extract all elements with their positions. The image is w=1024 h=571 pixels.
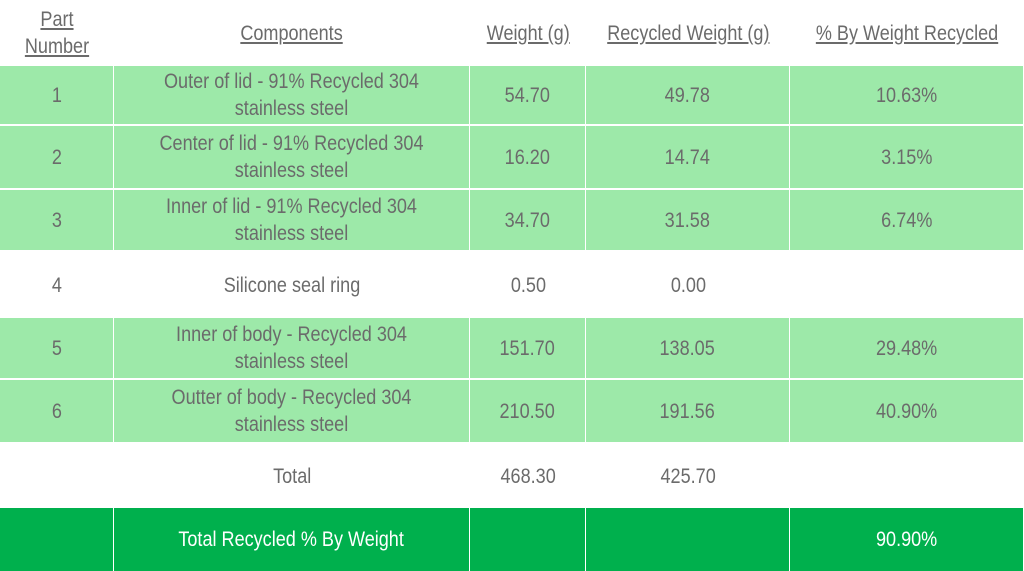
- pct-recycled-value: 10.63%: [875, 83, 938, 107]
- recycled-weight-value: 0.00: [670, 273, 706, 297]
- table-row-1-part: 1: [0, 66, 114, 126]
- recycled-weight-value: 14.74: [664, 145, 711, 169]
- table-row-3-part: 3: [0, 190, 114, 252]
- summary-label: Total Recycled % By Weight: [178, 528, 405, 551]
- table-row-4-component: Silicone seal ring: [114, 252, 470, 318]
- table-row-6-component: Outter of body - Recycled 304 stainless …: [114, 380, 470, 444]
- header-pct-recycled: % By Weight Recycled: [815, 21, 999, 45]
- pct-recycled-value: 6.74%: [880, 208, 933, 232]
- part-number: 3: [51, 208, 62, 232]
- component-name: Inner of lid - 91% Recycled 304 stainles…: [166, 195, 417, 245]
- table-row-6-part: 6: [0, 380, 114, 444]
- header-pct-recycled-cell: % By Weight Recycled: [790, 0, 1024, 66]
- component-name: Silicone seal ring: [223, 273, 361, 297]
- recycled-weight-value: 138.05: [659, 336, 716, 360]
- summary-row-pct-cell: 90.90%: [790, 508, 1024, 571]
- total-label: Total: [272, 464, 312, 488]
- summary-row-part: [0, 508, 114, 571]
- total-row-pct-cell: [790, 444, 1024, 508]
- part-number: 5: [51, 336, 62, 360]
- summary-pct: 90.90%: [875, 528, 938, 551]
- recycled-weight-value: 31.58: [664, 208, 711, 232]
- total-row-part: [0, 444, 114, 508]
- weight-value: 210.50: [499, 399, 556, 423]
- table-row-5-part: 5: [0, 318, 114, 380]
- recycled-weight-value: 49.78: [664, 83, 711, 107]
- total-row-weight-cell: 468.30: [470, 444, 586, 508]
- pct-recycled-value: 29.48%: [875, 336, 938, 360]
- header-part-number: Part Number: [24, 8, 90, 58]
- summary-row-recycled-cell: [586, 508, 790, 571]
- total-recycled-weight: 425.70: [660, 464, 716, 488]
- table-row-5-recycled: 138.05: [586, 318, 790, 380]
- table-row-4-pct: [790, 252, 1024, 318]
- header-recycled-weight-cell: Recycled Weight (g): [586, 0, 790, 66]
- table-row-1-weight: 54.70: [470, 66, 586, 126]
- table-row-3-pct: 6.74%: [790, 190, 1024, 252]
- table-row-2-component: Center of lid - 91% Recycled 304 stainle…: [114, 126, 470, 190]
- table-row-5-pct: 29.48%: [790, 318, 1024, 380]
- weight-value: 34.70: [504, 208, 551, 232]
- table-row-1-recycled: 49.78: [586, 66, 790, 126]
- table-row-1-component: Outer of lid - 91% Recycled 304 stainles…: [114, 66, 470, 126]
- table-row-5-weight: 151.70: [470, 318, 586, 380]
- component-name: Center of lid - 91% Recycled 304 stainle…: [159, 132, 424, 182]
- table-row-6-weight: 210.50: [470, 380, 586, 444]
- table-row-2-pct: 3.15%: [790, 126, 1024, 190]
- header-weight: Weight (g): [486, 21, 570, 45]
- table-row-4-part: 4: [0, 252, 114, 318]
- weight-value: 151.70: [499, 336, 556, 360]
- table-row-4-weight: 0.50: [470, 252, 586, 318]
- recycled-weight-value: 191.56: [659, 399, 716, 423]
- header-part-number-cell: Part Number: [0, 0, 114, 66]
- total-row-label-cell: Total: [114, 444, 470, 508]
- header-components: Components: [240, 21, 344, 45]
- total-weight: 468.30: [500, 464, 556, 488]
- table-row-1-pct: 10.63%: [790, 66, 1024, 126]
- component-name: Outter of body - Recycled 304 stainless …: [171, 386, 412, 436]
- table-row-3-component: Inner of lid - 91% Recycled 304 stainles…: [114, 190, 470, 252]
- pct-recycled-value: 3.15%: [880, 145, 933, 169]
- weight-value: 16.20: [504, 145, 551, 169]
- summary-row-weight-cell: [470, 508, 586, 571]
- part-number: 2: [51, 145, 62, 169]
- pct-recycled-value: 40.90%: [875, 399, 938, 423]
- header-weight-cell: Weight (g): [470, 0, 586, 66]
- summary-row-label-cell: Total Recycled % By Weight: [114, 508, 470, 571]
- weight-value: 0.50: [510, 273, 546, 297]
- table-row-3-weight: 34.70: [470, 190, 586, 252]
- table-row-4-recycled: 0.00: [586, 252, 790, 318]
- table-row-2-weight: 16.20: [470, 126, 586, 190]
- weight-value: 54.70: [504, 83, 551, 107]
- table-row-5-component: Inner of body - Recycled 304 stainless s…: [114, 318, 470, 380]
- part-number: 6: [51, 399, 62, 423]
- total-row-recycled-cell: 425.70: [586, 444, 790, 508]
- table-row-2-part: 2: [0, 126, 114, 190]
- header-components-cell: Components: [114, 0, 470, 66]
- header-recycled-weight: Recycled Weight (g): [606, 21, 770, 45]
- part-number: 1: [51, 83, 62, 107]
- component-name: Outer of lid - 91% Recycled 304 stainles…: [164, 70, 419, 120]
- table-row-2-recycled: 14.74: [586, 126, 790, 190]
- part-number: 4: [51, 273, 63, 297]
- table-row-3-recycled: 31.58: [586, 190, 790, 252]
- table-row-6-pct: 40.90%: [790, 380, 1024, 444]
- table-row-6-recycled: 191.56: [586, 380, 790, 444]
- component-name: Inner of body - Recycled 304 stainless s…: [176, 323, 407, 373]
